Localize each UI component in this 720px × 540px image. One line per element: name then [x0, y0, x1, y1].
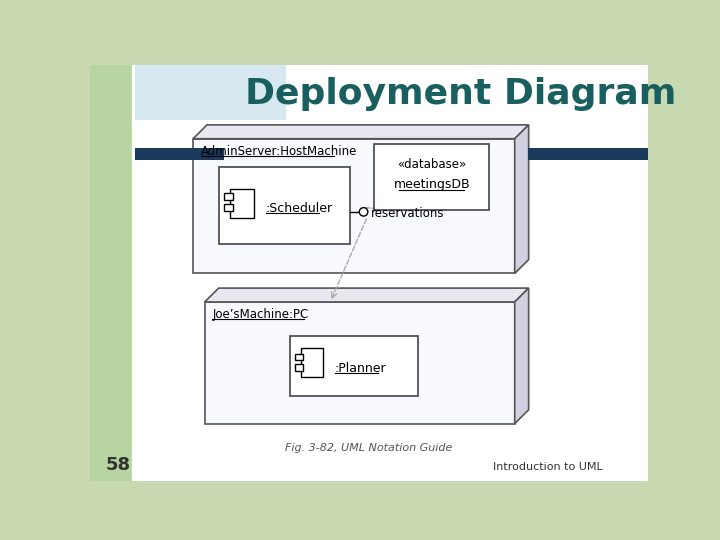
Circle shape [359, 208, 368, 216]
Text: reservations: reservations [371, 207, 444, 220]
Bar [224, 193, 233, 200]
Text: Fig. 3-82, UML Notation Guide: Fig. 3-82, UML Notation Guide [285, 443, 453, 453]
Bar [220, 167, 350, 244]
Bar [193, 139, 515, 273]
Polygon shape [515, 125, 528, 273]
FancyBboxPatch shape [132, 62, 651, 484]
Polygon shape [515, 288, 528, 423]
Text: meetingsDB: meetingsDB [393, 178, 470, 191]
Text: Joe’sMachine:PC: Joe’sMachine:PC [212, 308, 309, 321]
Bar [90, 65, 135, 481]
Bar [230, 189, 253, 218]
Bar [135, 65, 286, 120]
Bar [204, 302, 515, 423]
Text: «database»: «database» [397, 158, 467, 171]
Bar [135, 148, 224, 160]
Text: Deployment Diagram: Deployment Diagram [245, 77, 676, 111]
Text: :Scheduler: :Scheduler [266, 202, 333, 215]
Bar [224, 204, 233, 211]
Bar [294, 354, 303, 361]
Bar [374, 144, 489, 210]
Text: AdminServer:HostMachine: AdminServer:HostMachine [201, 145, 357, 158]
Bar [294, 364, 303, 372]
Polygon shape [204, 288, 528, 302]
Polygon shape [193, 125, 528, 139]
Text: :Planner: :Planner [335, 362, 387, 375]
Text: Introduction to UML: Introduction to UML [493, 462, 603, 472]
Bar [290, 336, 418, 396]
Text: 58: 58 [106, 456, 130, 474]
Bar [528, 148, 648, 160]
Bar [301, 348, 323, 377]
